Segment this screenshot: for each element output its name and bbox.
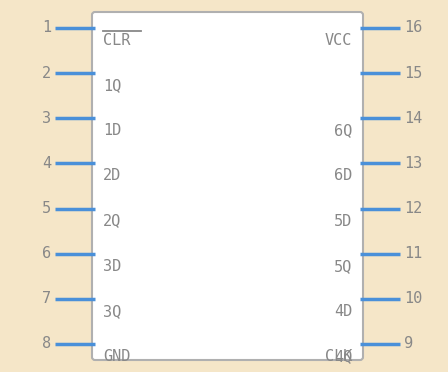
Text: 1Q: 1Q <box>103 78 121 93</box>
Text: 3Q: 3Q <box>103 304 121 319</box>
Text: 3D: 3D <box>103 259 121 274</box>
Text: 1: 1 <box>42 20 51 35</box>
Text: 5: 5 <box>42 201 51 216</box>
Text: 6: 6 <box>42 246 51 261</box>
Text: 12: 12 <box>404 201 422 216</box>
Text: 16: 16 <box>404 20 422 35</box>
FancyBboxPatch shape <box>92 12 363 360</box>
Text: GND: GND <box>103 349 130 364</box>
Text: 2Q: 2Q <box>103 214 121 228</box>
Text: 4Q: 4Q <box>334 349 352 364</box>
Text: 2D: 2D <box>103 169 121 183</box>
Text: 8: 8 <box>42 337 51 352</box>
Text: 2: 2 <box>42 65 51 81</box>
Text: 9: 9 <box>404 337 413 352</box>
Text: 7: 7 <box>42 291 51 307</box>
Text: CLR: CLR <box>103 33 130 48</box>
Text: 4D: 4D <box>334 304 352 319</box>
Text: 5Q: 5Q <box>334 259 352 274</box>
Text: 15: 15 <box>404 65 422 81</box>
Text: 10: 10 <box>404 291 422 307</box>
Text: 6D: 6D <box>334 169 352 183</box>
Text: VCC: VCC <box>325 33 352 48</box>
Text: 1D: 1D <box>103 123 121 138</box>
Text: 4: 4 <box>42 156 51 171</box>
Text: 6Q: 6Q <box>334 123 352 138</box>
Text: CLK: CLK <box>325 349 352 364</box>
Text: 13: 13 <box>404 156 422 171</box>
Text: 14: 14 <box>404 111 422 126</box>
Text: 11: 11 <box>404 246 422 261</box>
Text: 3: 3 <box>42 111 51 126</box>
Text: 5D: 5D <box>334 214 352 228</box>
